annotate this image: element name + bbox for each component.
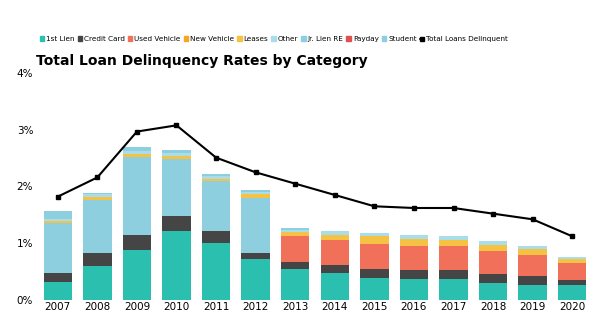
Bar	[83, 266, 112, 300]
Bar	[241, 259, 270, 300]
Bar	[83, 194, 112, 197]
Bar	[241, 253, 270, 259]
Legend: 1st Lien, Credit Card, Used Vehicle, New Vehicle, Leases, Other, Jr. Lien RE, Pa: 1st Lien, Credit Card, Used Vehicle, New…	[40, 36, 508, 42]
Bar	[162, 157, 191, 159]
Bar	[202, 181, 230, 231]
Bar	[241, 194, 270, 198]
Bar	[281, 262, 310, 268]
Bar	[281, 232, 310, 236]
Bar	[202, 178, 230, 181]
Bar	[400, 279, 428, 300]
Bar	[360, 244, 389, 268]
Bar	[83, 253, 112, 266]
Bar	[320, 234, 349, 240]
Bar	[439, 246, 468, 270]
Bar	[479, 274, 508, 283]
Bar	[162, 153, 191, 157]
Bar	[558, 285, 586, 300]
Bar	[518, 285, 547, 300]
Text: Total Loan Delinquency Rates by Category: Total Loan Delinquency Rates by Category	[36, 54, 368, 68]
Bar	[162, 159, 191, 216]
Bar	[479, 245, 508, 251]
Bar	[44, 282, 72, 300]
Bar	[518, 249, 547, 255]
Bar	[518, 255, 547, 276]
Bar	[44, 221, 72, 223]
Bar	[558, 257, 586, 259]
Bar	[479, 283, 508, 300]
Bar	[320, 265, 349, 272]
Bar	[202, 176, 230, 178]
Bar	[162, 150, 191, 153]
Bar	[518, 276, 547, 285]
Bar	[162, 216, 191, 231]
Bar	[281, 236, 310, 262]
Bar	[320, 240, 349, 265]
Bar	[439, 270, 468, 279]
Bar	[122, 235, 151, 250]
Bar	[439, 240, 468, 246]
Bar	[360, 236, 389, 244]
Bar	[122, 154, 151, 157]
Bar	[202, 243, 230, 300]
Bar	[400, 238, 428, 246]
Bar	[360, 268, 389, 278]
Bar	[202, 231, 230, 243]
Bar	[83, 197, 112, 199]
Bar	[44, 219, 72, 221]
Bar	[122, 151, 151, 154]
Bar	[241, 190, 270, 191]
Bar	[83, 199, 112, 253]
Bar	[400, 246, 428, 270]
Bar	[162, 231, 191, 300]
Bar	[320, 272, 349, 300]
Bar	[241, 198, 270, 253]
Bar	[122, 157, 151, 235]
Bar	[44, 223, 72, 272]
Bar	[439, 236, 468, 240]
Bar	[83, 193, 112, 194]
Bar	[518, 246, 547, 249]
Bar	[122, 147, 151, 151]
Bar	[360, 233, 389, 236]
Bar	[400, 270, 428, 279]
Bar	[400, 235, 428, 238]
Bar	[44, 272, 72, 282]
Bar	[558, 263, 586, 280]
Bar	[360, 278, 389, 300]
Bar	[558, 280, 586, 285]
Bar	[281, 268, 310, 300]
Bar	[241, 191, 270, 194]
Bar	[479, 251, 508, 274]
Bar	[281, 229, 310, 232]
Bar	[439, 279, 468, 300]
Bar	[122, 250, 151, 300]
Bar	[202, 174, 230, 176]
Bar	[479, 241, 508, 245]
Bar	[320, 231, 349, 234]
Bar	[44, 211, 72, 219]
Bar	[558, 259, 586, 263]
Bar	[281, 228, 310, 229]
